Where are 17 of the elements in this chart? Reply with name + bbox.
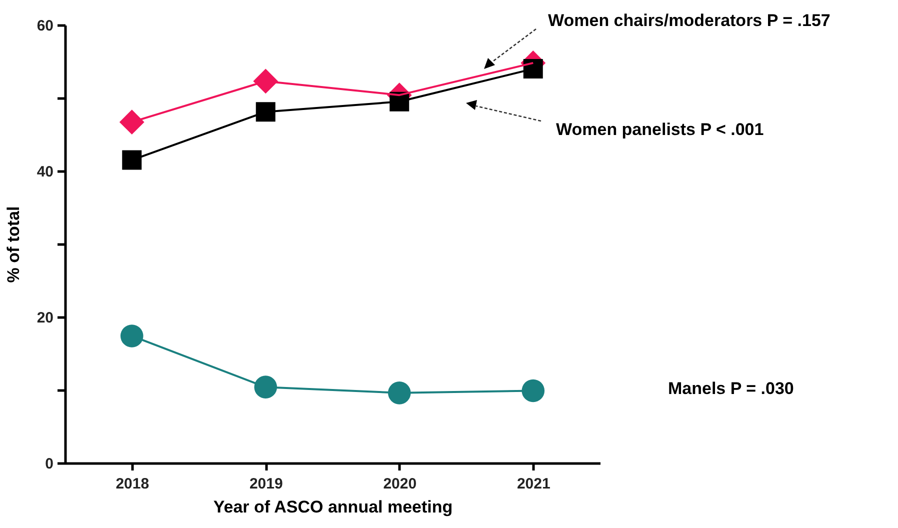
y-axis-title: % of total — [4, 206, 23, 283]
point — [119, 110, 144, 135]
y-tick-label: 0 — [45, 456, 54, 472]
x-tick-label: 2020 — [383, 476, 417, 492]
x-tick-label: 2019 — [249, 476, 283, 492]
point — [122, 150, 142, 170]
text: Women panelists P < .001 — [556, 120, 764, 139]
text: Manels P = .030 — [668, 379, 794, 398]
x-tick-label: 2018 — [116, 476, 150, 492]
point — [522, 379, 545, 402]
point — [120, 324, 144, 348]
x-tick-label: 2021 — [516, 476, 550, 492]
y-tick-label: 60 — [36, 18, 54, 34]
x-axis-title: Year of ASCO annual meeting — [213, 498, 453, 516]
series-label: Women chairs/moderators P = .157 — [548, 11, 830, 30]
y-tick-label: 20 — [36, 310, 54, 326]
y-tick-label: 40 — [36, 164, 54, 180]
